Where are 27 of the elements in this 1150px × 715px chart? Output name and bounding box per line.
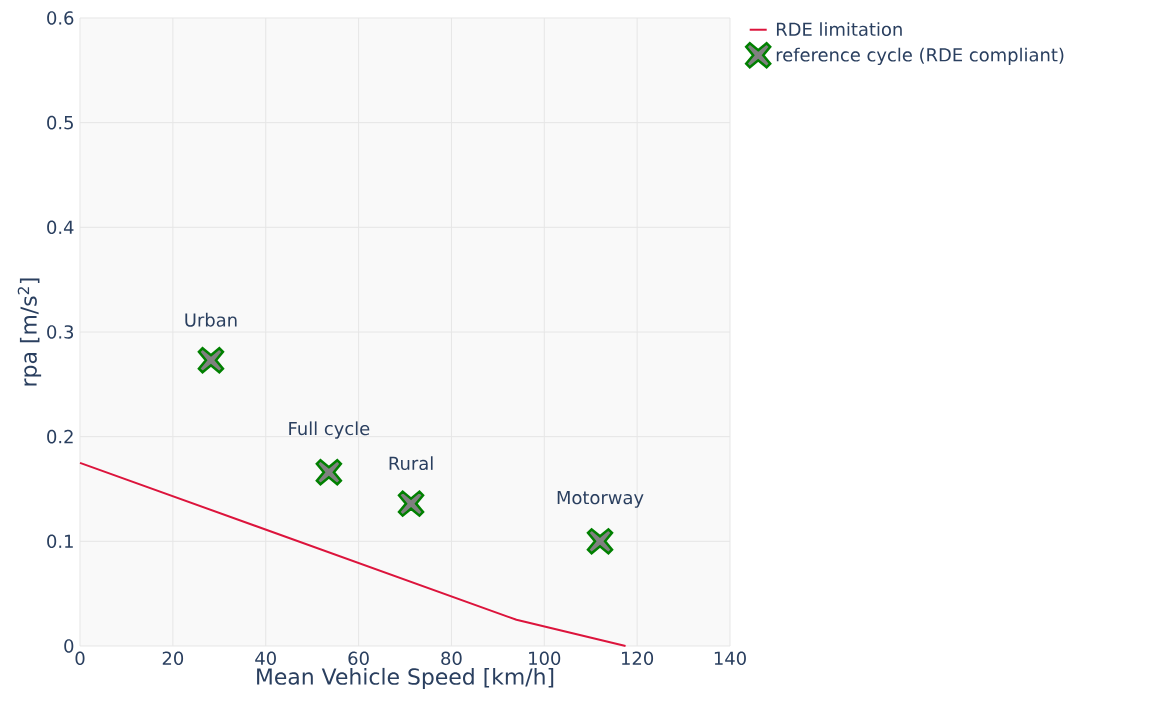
annotation: Urban: [185, 312, 237, 327]
x-tick-label: 140: [714, 651, 746, 666]
y-tick-label: 0.3: [47, 325, 74, 339]
point: [397, 490, 425, 517]
y-tick-label: 0.2: [47, 429, 73, 444]
x-axis-title: Mean Vehicle Speed [km/h]: [257, 667, 554, 690]
point: [197, 346, 225, 374]
x-tick-label: 60: [348, 651, 369, 666]
y-tick-label: 0.4: [47, 220, 74, 235]
annotation: Full cycle: [289, 421, 370, 439]
point: [315, 458, 343, 486]
x-tick-label: 80: [441, 651, 462, 666]
annotation: Rural: [389, 456, 433, 471]
annotation: Motorway: [557, 490, 644, 508]
point: [586, 528, 614, 555]
x-tick-label: 0: [75, 651, 85, 666]
legend-label: RDE limitation: [776, 22, 902, 37]
legend-label: reference cycle (RDE compliant): [776, 47, 1064, 66]
y-tick-label: 0: [64, 639, 74, 653]
y-tick-label: 0.1: [47, 534, 73, 549]
x-tick-label: 20: [162, 651, 184, 666]
x-tick-label: 120: [622, 651, 654, 666]
y-tick-label: 0.6: [47, 11, 74, 25]
x-tick-label: 100: [529, 651, 561, 666]
y-tick-label: 0.5: [47, 115, 73, 130]
x-tick-label: 40: [255, 651, 276, 666]
y-axis-title: rpa [m/s$^{2}$]: [17, 278, 42, 386]
